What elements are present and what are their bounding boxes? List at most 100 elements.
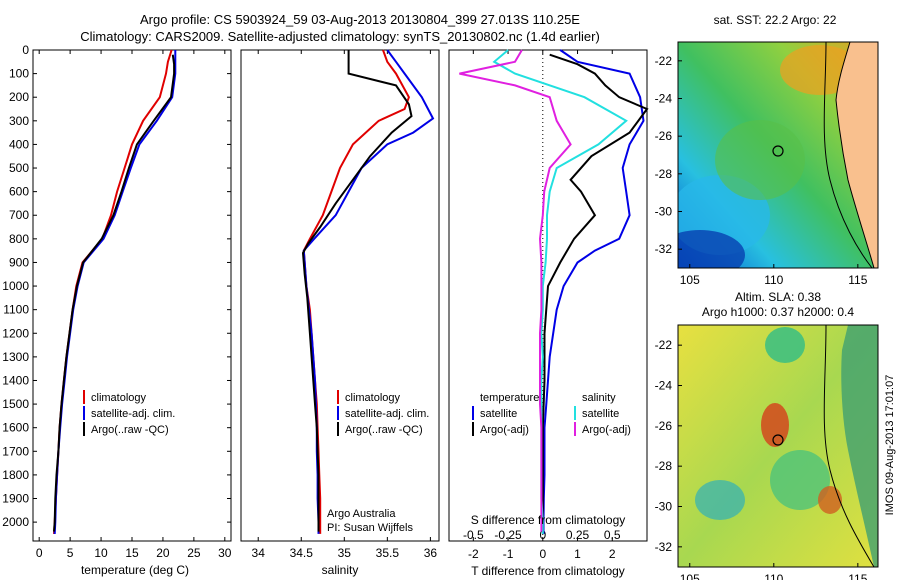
- temperature-x-tick-label: 25: [187, 546, 201, 560]
- temperature-legend-climatology: climatology: [91, 392, 147, 404]
- map-lon-label: 105: [680, 273, 700, 287]
- legend-salinity-head: salinity: [582, 392, 616, 404]
- salinity-x-tick-label: 34: [252, 546, 266, 560]
- map-lat-label: -22: [655, 54, 673, 68]
- sla-map: Altim. SLA: 0.38 Argo h1000: 0.37 h2000:…: [655, 290, 879, 580]
- map-lat-label: -30: [655, 500, 673, 514]
- map-lat-label: -32: [655, 540, 673, 554]
- temperature-x-tick-label: 10: [94, 546, 108, 560]
- difference-top-tick-label: -0.5: [463, 528, 484, 542]
- map-lat-label: -30: [655, 205, 673, 219]
- difference-top-tick-label: -0.25: [494, 528, 522, 542]
- difference-top-tick-label: 0.5: [604, 528, 621, 542]
- series-line-argo-raw-qc: [301, 50, 413, 532]
- salinity-legend: climatology satellite-adj. clim. Argo(..…: [337, 390, 429, 436]
- sla-coastal-band: [841, 325, 878, 567]
- temperature-x-tick-label: 5: [67, 546, 74, 560]
- depth-tick-label: 700: [9, 208, 29, 222]
- difference-xlabel: T difference from climatology: [471, 564, 625, 578]
- depth-tick-label: 600: [9, 185, 29, 199]
- depth-tick-label: 1600: [2, 421, 29, 435]
- salinity-x-axis: 34 34.5 35 35.5 36: [252, 50, 438, 560]
- sst-map-title: sat. SST: 22.2 Argo: 22: [714, 13, 837, 27]
- temperature-legend-satellite: satellite-adj. clim.: [91, 408, 175, 420]
- depth-tick-label: 100: [9, 67, 29, 81]
- sla-low-patch: [765, 327, 805, 363]
- difference-xlabel-top: S difference from climatology: [471, 513, 626, 527]
- depth-tick-label: 1300: [2, 350, 29, 364]
- difference-series: [459, 49, 649, 534]
- depth-tick-label: 2000: [2, 515, 29, 529]
- map-lat-label: -32: [655, 242, 673, 256]
- depth-tick-label: 400: [9, 137, 29, 151]
- sla-high-patch: [818, 486, 842, 514]
- sla-map-title-2: Argo h1000: 0.37 h2000: 0.4: [702, 305, 854, 319]
- salinity-note-institution: Argo Australia: [327, 508, 396, 520]
- depth-tick-label: 1900: [2, 492, 29, 506]
- sst-cold-patch: [678, 230, 745, 268]
- salinity-note-pi: PI: Susan Wijffels: [327, 522, 413, 534]
- sla-map-title-1: Altim. SLA: 0.38: [735, 290, 821, 304]
- temperature-x-axis: 0 5 10 15 20 25 30: [36, 50, 232, 560]
- depth-tick-label: 800: [9, 232, 29, 246]
- legend-sal-satellite: satellite: [582, 408, 619, 420]
- series-line-satellite-temperature: [542, 49, 645, 534]
- salinity-xlabel: salinity: [322, 563, 359, 577]
- temperature-x-tick-label: 30: [218, 546, 232, 560]
- legend-temp-argo: Argo(-adj): [480, 424, 529, 436]
- salinity-legend-argo: Argo(..raw -QC): [345, 424, 423, 436]
- depth-tick-label: 500: [9, 161, 29, 175]
- temperature-xlabel: temperature (deg C): [81, 563, 189, 577]
- sla-axes: -22 -24 -26 -28 -30 -32 105 110 115: [655, 338, 868, 580]
- sst-argo-marker: [772, 145, 784, 157]
- map-lon-label: 115: [848, 572, 867, 580]
- header-line-1: Argo profile: CS 5903924_59 03-Aug-2013 …: [140, 12, 580, 27]
- difference-x-tick-label: 1: [574, 547, 581, 561]
- temperature-series: [53, 49, 177, 534]
- sst-mid-patch: [715, 120, 805, 200]
- series-line-argo-adj-salinity: [459, 49, 572, 532]
- salinity-x-tick-label: 36: [424, 546, 438, 560]
- map-lon-label: 110: [764, 273, 783, 287]
- temperature-x-tick-label: 20: [156, 546, 170, 560]
- map-lon-label: 115: [848, 273, 867, 287]
- temperature-x-tick-label: 15: [125, 546, 139, 560]
- map-lon-label: 110: [764, 572, 783, 580]
- legend-temperature-head: temperature: [480, 392, 539, 404]
- salinity-panel: 34 34.5 35 35.5 36 salinity climatology sate…: [240, 49, 440, 577]
- sst-land: [835, 42, 878, 268]
- salinity-plot-frame: [240, 49, 440, 542]
- sla-map-frame: [677, 324, 879, 568]
- map-lat-label: -24: [655, 379, 673, 393]
- map-lat-label: -26: [655, 129, 673, 143]
- difference-top-tick-label: 0.25: [566, 528, 590, 542]
- map-lat-label: -22: [655, 338, 673, 352]
- sla-low-patch: [770, 450, 830, 510]
- depth-tick-label: 900: [9, 255, 29, 269]
- difference-legend: temperature satellite Argo(-adj) salinit…: [472, 392, 631, 436]
- sst-shelf-contour: [823, 42, 873, 268]
- salinity-series: [301, 49, 435, 534]
- depth-tick-label: 300: [9, 114, 29, 128]
- temperature-x-tick-label: 0: [36, 546, 43, 560]
- depth-tick-label: 1000: [2, 279, 29, 293]
- sla-argo-marker: [772, 434, 784, 446]
- temperature-legend: climatology satellite-adj. clim. Argo(..…: [83, 390, 175, 436]
- map-lat-label: -28: [655, 459, 673, 473]
- series-line-argo-raw-qc: [53, 54, 176, 532]
- temperature-panel: 0100200300400500600700800900100011001200…: [2, 43, 647, 577]
- imos-timestamp: IMOS 09-Aug-2013 17:01:07: [884, 375, 896, 516]
- map-lat-label: -26: [655, 419, 673, 433]
- difference-x-tick-label: 2: [609, 547, 616, 561]
- sla-low-patch: [695, 480, 745, 520]
- depth-tick-label: 1200: [2, 326, 29, 340]
- salinity-x-tick-label: 35: [338, 546, 352, 560]
- salinity-legend-climatology: climatology: [345, 392, 401, 404]
- difference-x-tick-label: 0: [539, 547, 546, 561]
- depth-tick-label: 1800: [2, 468, 29, 482]
- series-line-argo-adj-temperature: [541, 53, 649, 532]
- temperature-plot-frame: [32, 49, 232, 542]
